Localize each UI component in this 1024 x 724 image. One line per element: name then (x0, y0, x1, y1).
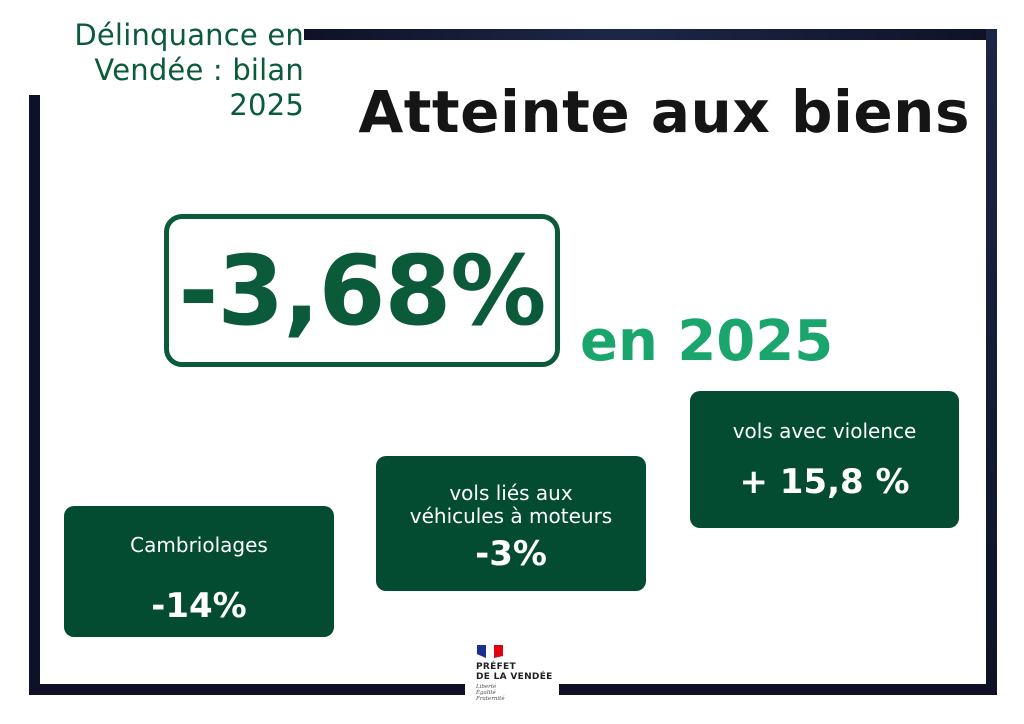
frame-right-border (986, 29, 997, 695)
logo-text-vendee: DE LA VENDÉE (476, 672, 553, 682)
vehicle-theft-card-title-line2: véhicules à moteurs (409, 504, 613, 528)
prefecture-logo: PRÉFET DE LA VENDÉE Liberté Égalité Frat… (476, 645, 566, 709)
vehicle-theft-card-title: vols liés aux véhicules à moteurs (376, 482, 646, 528)
frame-bottom-left-border (29, 684, 465, 695)
motto-egalite: Égalité (476, 690, 496, 696)
flag-red-stripe (494, 645, 503, 658)
vehicle-theft-card-title-line1: vols liés aux (449, 481, 573, 505)
brand-title: Délinquance en Vendée : bilan 2025 (12, 18, 304, 123)
burglary-card-value: -14% (151, 586, 247, 626)
violent-theft-card-value: + 15,8 % (739, 462, 910, 502)
frame-bottom-right-border (559, 684, 997, 695)
motto-fraternite: Fraternité (476, 696, 505, 702)
logo-text-prefet: PRÉFET (476, 662, 516, 672)
headline-stat-box: -3,68% (164, 214, 560, 367)
violent-theft-card-title: vols avec violence (732, 419, 917, 443)
brand-title-line2: Vendée : bilan 2025 (94, 53, 304, 122)
flag-blue-stripe (477, 645, 486, 658)
republic-motto: Liberté Égalité Fraternité (476, 684, 566, 702)
frame-left-border (29, 95, 40, 695)
flag-white-stripe (486, 645, 494, 658)
vehicle-theft-card-value: -3% (475, 534, 547, 574)
violent-theft-card: vols avec violence + 15,8 % (690, 391, 959, 528)
burglary-card-title: Cambriolages (130, 533, 268, 557)
headline-stat-value: -3,68% (178, 234, 547, 347)
vehicle-theft-card: vols liés aux véhicules à moteurs -3% (376, 456, 646, 591)
page-title: Atteinte aux biens (358, 78, 970, 146)
burglary-card: Cambriolages -14% (64, 506, 334, 637)
frame-top-border (304, 29, 997, 40)
headline-year-label: en 2025 (580, 309, 834, 374)
french-flag-icon (477, 645, 503, 658)
brand-title-line1: Délinquance en (74, 18, 304, 52)
motto-liberte: Liberté (476, 684, 497, 690)
